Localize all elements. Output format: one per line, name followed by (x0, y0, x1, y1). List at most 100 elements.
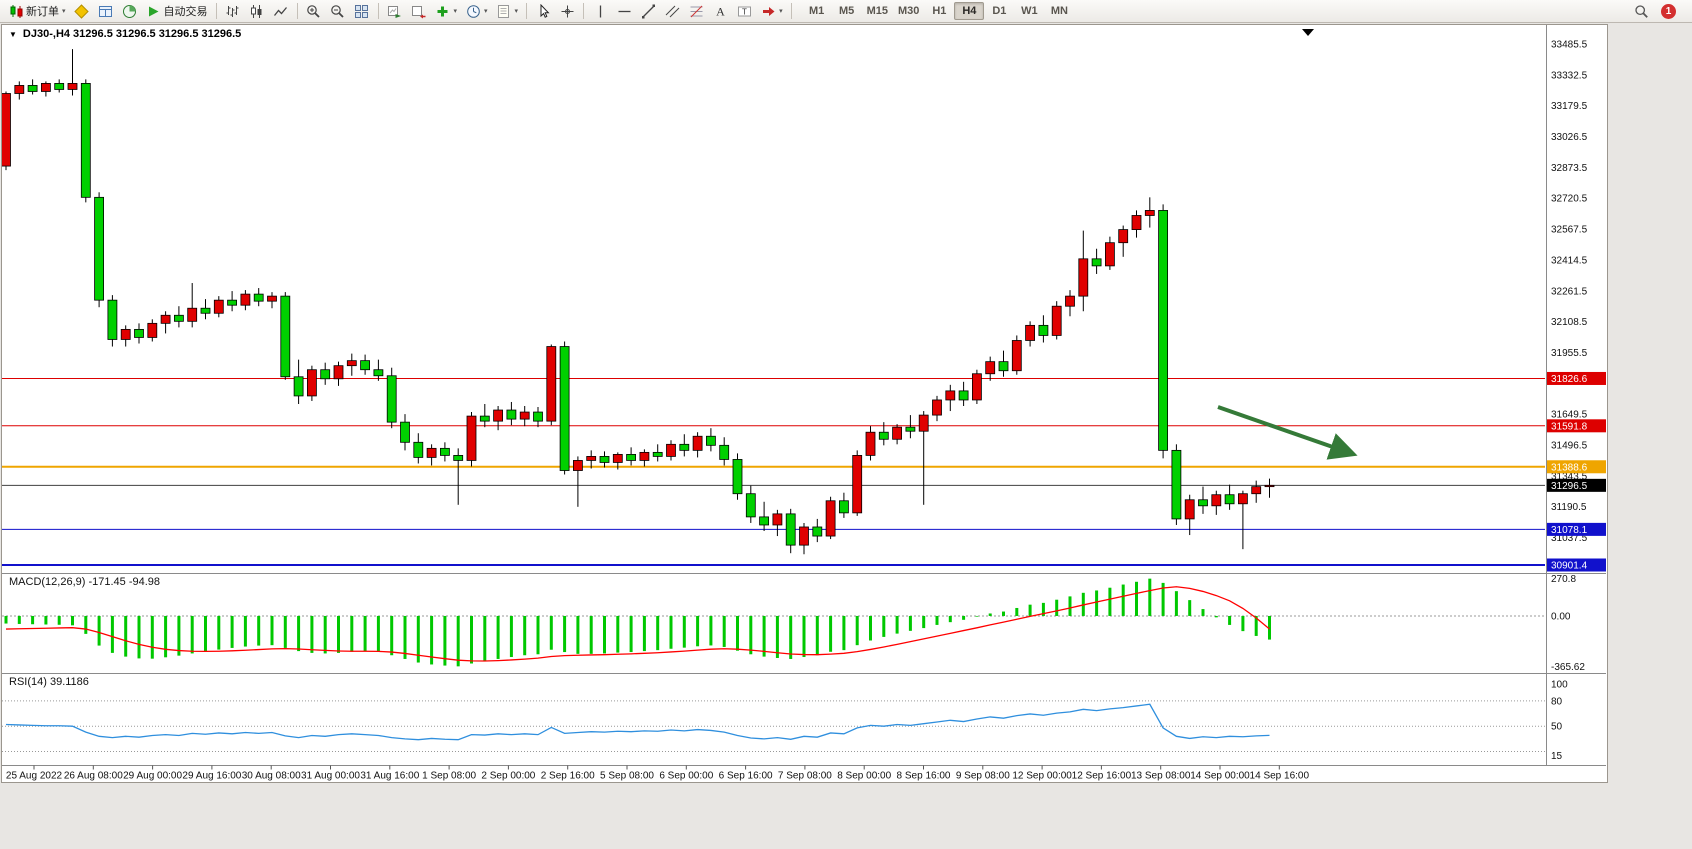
strategy-tester-icon (122, 4, 138, 19)
line-chart-icon (273, 4, 289, 19)
chart-shift-button[interactable] (407, 0, 431, 23)
label-icon: T (736, 4, 752, 19)
price-badge-label: 30901.4 (1551, 561, 1588, 572)
text-icon: A (712, 4, 728, 19)
chart-title: ▼ DJ30-,H4 31296.5 31296.5 31296.5 31296… (9, 28, 241, 40)
fibonacci-icon (688, 4, 704, 19)
trendline-button[interactable] (636, 0, 660, 23)
data-window-button[interactable] (94, 0, 118, 23)
timeframe-buttons: M1 M5 M15 M30 H1 H4 D1 W1 MN (802, 2, 1075, 20)
macd-indicator-label: MACD(12,26,9) -171.45 -94.98 (9, 576, 161, 588)
trendline-icon (640, 4, 656, 19)
chevron-down-icon: ▾ (62, 8, 66, 15)
indicators-icon (435, 4, 451, 19)
price-badge (1547, 522, 1606, 536)
fibonacci-button[interactable] (684, 0, 708, 23)
indicators-button[interactable]: ▾ (431, 0, 462, 23)
toolbar-separator (790, 3, 792, 19)
line-chart-button[interactable] (269, 0, 293, 23)
text-button[interactable]: A (708, 0, 732, 23)
label-button[interactable]: T (732, 0, 756, 23)
arrows-button[interactable]: ▾ (756, 0, 787, 23)
timeframe-m15[interactable]: M15 (866, 5, 888, 17)
price-badge (1547, 558, 1606, 572)
chart-window[interactable]: 33485.5 33332.5 33179.5 33026.5 32873.5 32720… (1, 24, 1608, 783)
chart-shift-icon (411, 4, 427, 19)
auto-scroll-button[interactable] (383, 0, 407, 23)
toolbar-buttons: 新订单 ▾ 自动交易 ▾ ▾ ▾ A T ▾ (4, 0, 796, 23)
timeframe-m5[interactable]: M5 (838, 5, 855, 17)
zoom-in-button[interactable] (302, 0, 326, 23)
timeframe-m30[interactable]: M30 (897, 5, 920, 17)
timeframe-h1[interactable]: H1 (932, 5, 947, 17)
timeframe-d1[interactable]: D1 (992, 5, 1007, 17)
price-badge (1547, 460, 1606, 474)
date-label: 8 Sep 00:00 (837, 771, 891, 782)
metaeditor-button[interactable] (70, 0, 94, 23)
toolbar-right: 1 (1629, 0, 1688, 23)
price-scale-label: 32261.5 (1551, 286, 1588, 297)
channel-icon (664, 4, 680, 19)
date-label: 5 Sep 08:00 (600, 771, 654, 782)
arrows-icon (760, 4, 776, 19)
templates-button[interactable]: ▾ (492, 0, 523, 23)
macd-scale-label: 0.00 (1551, 611, 1571, 622)
toolbar-separator (215, 3, 217, 19)
price-badge (1547, 419, 1606, 433)
rsi-line (5, 703, 1270, 741)
chart-shift-marker[interactable] (1302, 29, 1314, 36)
crosshair-button[interactable] (555, 0, 579, 23)
search-button[interactable] (1629, 0, 1653, 23)
crosshair-icon (559, 4, 575, 19)
date-label: 31 Aug 00:00 (301, 771, 360, 782)
trend-arrow-annotation[interactable] (1217, 405, 1358, 460)
chevron-down-icon: ▾ (514, 8, 519, 15)
zoom-out-button[interactable] (326, 0, 350, 23)
price-scale-label: 32873.5 (1551, 163, 1588, 174)
timeframe-m1[interactable]: M1 (808, 5, 825, 17)
bar-chart-button[interactable] (221, 0, 245, 23)
svg-text:A: A (716, 4, 725, 18)
time-axis[interactable]: 25 Aug 2022 26 Aug 08:00 29 Aug 00:00 29 Au… (6, 765, 1310, 782)
price-scale-label: 33179.5 (1551, 101, 1588, 112)
tile-windows-button[interactable] (350, 0, 374, 23)
toolbar: 新订单 ▾ 自动交易 ▾ ▾ ▾ A T ▾ M1 M5 M15 M30 H1 H4 D1 W1 MN 1 (0, 0, 1692, 23)
chevron-down-icon: ▾ (779, 8, 783, 15)
strategy-tester-button[interactable] (118, 0, 142, 23)
price-scale-label: 31496.5 (1551, 441, 1588, 452)
svg-text:T: T (742, 7, 747, 16)
horizontal-lines (2, 377, 1545, 567)
auto-trading-button[interactable]: 自动交易 (142, 0, 212, 23)
candlesticks (2, 49, 1275, 555)
price-scale-label: 33332.5 (1551, 70, 1588, 81)
zoom-in-icon (306, 4, 322, 19)
chart-canvas[interactable]: 33485.5 33332.5 33179.5 33026.5 32873.5 32720… (2, 25, 1606, 782)
timeframe-mn[interactable]: MN (1050, 5, 1068, 17)
date-label: 12 Sep 16:00 (1072, 771, 1132, 782)
one-click-trading-toggle[interactable]: ▼ (9, 29, 17, 39)
data-window-icon (98, 4, 114, 19)
price-axis[interactable]: 33485.5 33332.5 33179.5 33026.5 32873.5 32720… (1547, 40, 1606, 763)
new-order-button[interactable]: 新订单 ▾ (4, 0, 70, 23)
cursor-button[interactable] (531, 0, 555, 23)
vertical-line-button[interactable] (588, 0, 612, 23)
notification-badge[interactable]: 1 (1661, 3, 1676, 19)
cursor-icon (535, 3, 551, 19)
date-label: 6 Sep 00:00 (659, 771, 713, 782)
horizontal-line-button[interactable] (612, 0, 636, 23)
date-label: 30 Aug 08:00 (242, 771, 301, 782)
price-scale-label: 31343.5 (1551, 471, 1588, 482)
macd-signal-line (5, 586, 1270, 662)
date-label: 2 Sep 00:00 (481, 771, 535, 782)
price-scale-label: 33485.5 (1551, 40, 1588, 51)
timeframe-w1[interactable]: W1 (1021, 5, 1038, 17)
date-label: 29 Aug 00:00 (123, 771, 182, 782)
candlestick-chart-button[interactable] (245, 0, 269, 23)
price-scale-label: 32108.5 (1551, 317, 1588, 328)
periods-button[interactable]: ▾ (461, 0, 492, 23)
date-label: 12 Sep 00:00 (1012, 771, 1072, 782)
date-label: 31 Aug 16:00 (360, 771, 419, 782)
timeframe-h4[interactable]: H4 (954, 2, 985, 20)
date-label: 6 Sep 16:00 (719, 771, 773, 782)
channel-button[interactable] (660, 0, 684, 23)
